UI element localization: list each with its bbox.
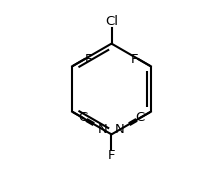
Text: F: F	[108, 149, 115, 162]
Text: N: N	[98, 123, 108, 136]
Text: F: F	[131, 53, 138, 66]
Text: N: N	[115, 123, 125, 136]
Text: C: C	[78, 111, 88, 124]
Text: Cl: Cl	[105, 15, 118, 28]
Text: C: C	[135, 111, 145, 124]
Text: F: F	[85, 53, 92, 66]
